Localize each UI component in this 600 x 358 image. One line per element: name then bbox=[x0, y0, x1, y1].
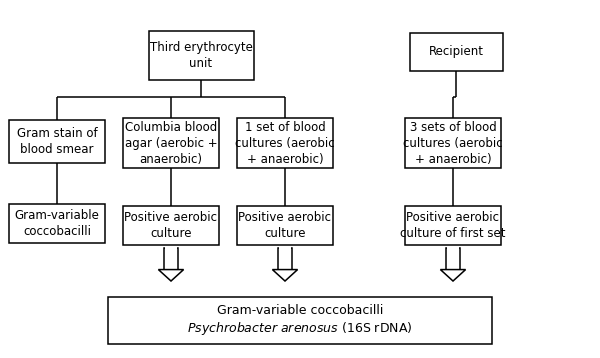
FancyBboxPatch shape bbox=[149, 31, 254, 80]
Bar bbox=[278, 248, 292, 270]
Polygon shape bbox=[158, 270, 184, 281]
FancyBboxPatch shape bbox=[405, 206, 501, 245]
Text: Gram-variable
coccobacilli: Gram-variable coccobacilli bbox=[14, 209, 100, 238]
Bar bbox=[447, 247, 459, 249]
FancyBboxPatch shape bbox=[9, 120, 105, 163]
Polygon shape bbox=[272, 270, 298, 281]
Polygon shape bbox=[440, 270, 466, 281]
Text: Positive aerobic
culture: Positive aerobic culture bbox=[239, 211, 331, 240]
Text: Recipient: Recipient bbox=[428, 45, 484, 58]
Text: Columbia blood
agar (aerobic +
anaerobic): Columbia blood agar (aerobic + anaerobic… bbox=[125, 121, 217, 166]
Text: Positive aerobic
culture: Positive aerobic culture bbox=[124, 211, 217, 240]
Text: 1 set of blood
cultures (aerobic
+ anaerobic): 1 set of blood cultures (aerobic + anaer… bbox=[235, 121, 335, 166]
FancyBboxPatch shape bbox=[123, 206, 219, 245]
FancyBboxPatch shape bbox=[237, 206, 333, 245]
Bar bbox=[446, 248, 460, 270]
Bar bbox=[165, 247, 177, 249]
Text: Gram stain of
blood smear: Gram stain of blood smear bbox=[17, 127, 97, 156]
FancyBboxPatch shape bbox=[409, 33, 503, 71]
Text: 3 sets of blood
cultures (aerobic
+ anaerobic): 3 sets of blood cultures (aerobic + anae… bbox=[403, 121, 503, 166]
FancyBboxPatch shape bbox=[123, 118, 219, 168]
Text: Third erythrocyte
unit: Third erythrocyte unit bbox=[149, 41, 253, 70]
FancyBboxPatch shape bbox=[237, 118, 333, 168]
Bar bbox=[279, 247, 291, 249]
Bar bbox=[164, 248, 178, 270]
FancyBboxPatch shape bbox=[405, 118, 501, 168]
FancyBboxPatch shape bbox=[9, 204, 105, 243]
FancyBboxPatch shape bbox=[108, 297, 492, 344]
Text: Positive aerobic
culture of first set: Positive aerobic culture of first set bbox=[400, 211, 506, 240]
Text: Gram-variable coccobacilli
$\it{Psychrobacter\ arenosus}$ (16S rDNA): Gram-variable coccobacilli $\it{Psychrob… bbox=[187, 304, 413, 337]
